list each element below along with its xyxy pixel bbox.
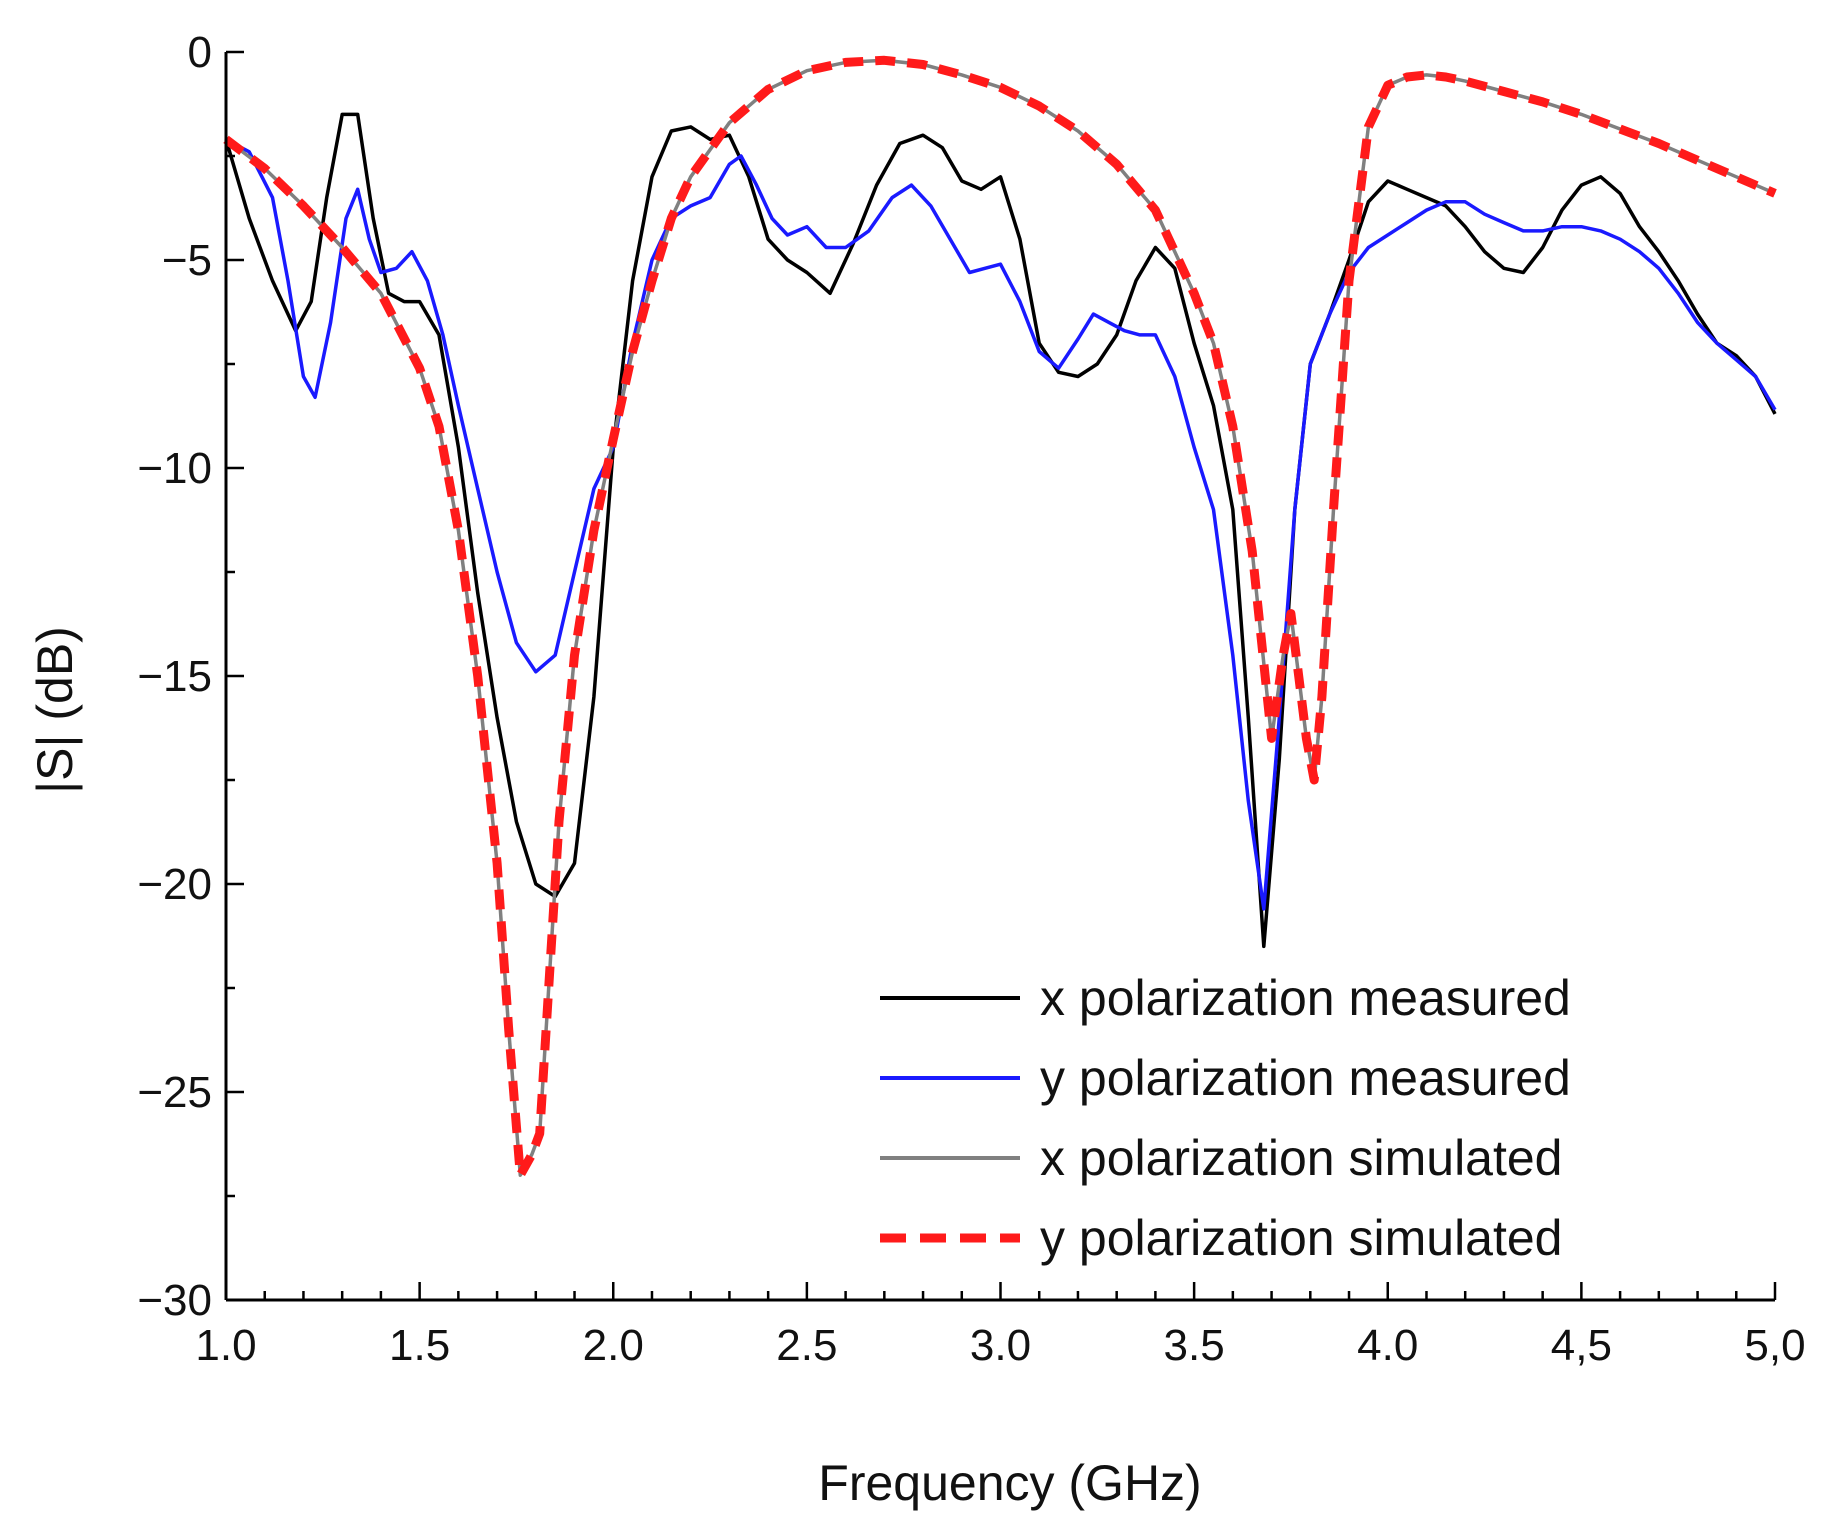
legend-label-2: y polarization measured [1040, 1050, 1571, 1106]
y-axis-title: |S| (dB) [27, 626, 83, 794]
series-layer [223, 55, 1777, 1180]
series-line-2 [225, 137, 1777, 911]
x-tick-label: 2.5 [776, 1321, 837, 1370]
x-tick-label: 3.5 [1164, 1321, 1225, 1370]
y-tick-label: −10 [137, 444, 212, 493]
y-tick-label: −30 [137, 1276, 212, 1325]
y-tick-label: −25 [137, 1068, 212, 1117]
legend-label-3: x polarization simulated [1040, 1130, 1563, 1186]
x-tick-label: 2.0 [583, 1321, 644, 1370]
x-tick-label: 5,0 [1744, 1321, 1805, 1370]
y-tick-label: −5 [162, 236, 212, 285]
x-axis-title: Frequency (GHz) [818, 1455, 1201, 1511]
legend: x polarization measured y polarization me… [880, 970, 1571, 1266]
x-tick-label: 4,5 [1551, 1321, 1612, 1370]
ticks-layer: 1.0 1.5 2.0 2.5 3.0 3.5 4.0 4,5 5,0 0 −5 −10 −15 −20 −… [137, 28, 1805, 1370]
x-tick-label: 3.0 [970, 1321, 1031, 1370]
legend-label-1: x polarization measured [1040, 970, 1571, 1026]
y-tick-label: −20 [137, 860, 212, 909]
series-line-4 [223, 55, 1777, 1180]
x-tick-label: 1.5 [389, 1321, 450, 1370]
series-line-1 [224, 112, 1777, 949]
y-tick-label: 0 [188, 28, 212, 77]
x-tick-label: 1.0 [195, 1321, 256, 1370]
x-tick-label: 4.0 [1357, 1321, 1418, 1370]
y-tick-label: −15 [137, 652, 212, 701]
legend-label-4: y polarization simulated [1040, 1210, 1563, 1266]
